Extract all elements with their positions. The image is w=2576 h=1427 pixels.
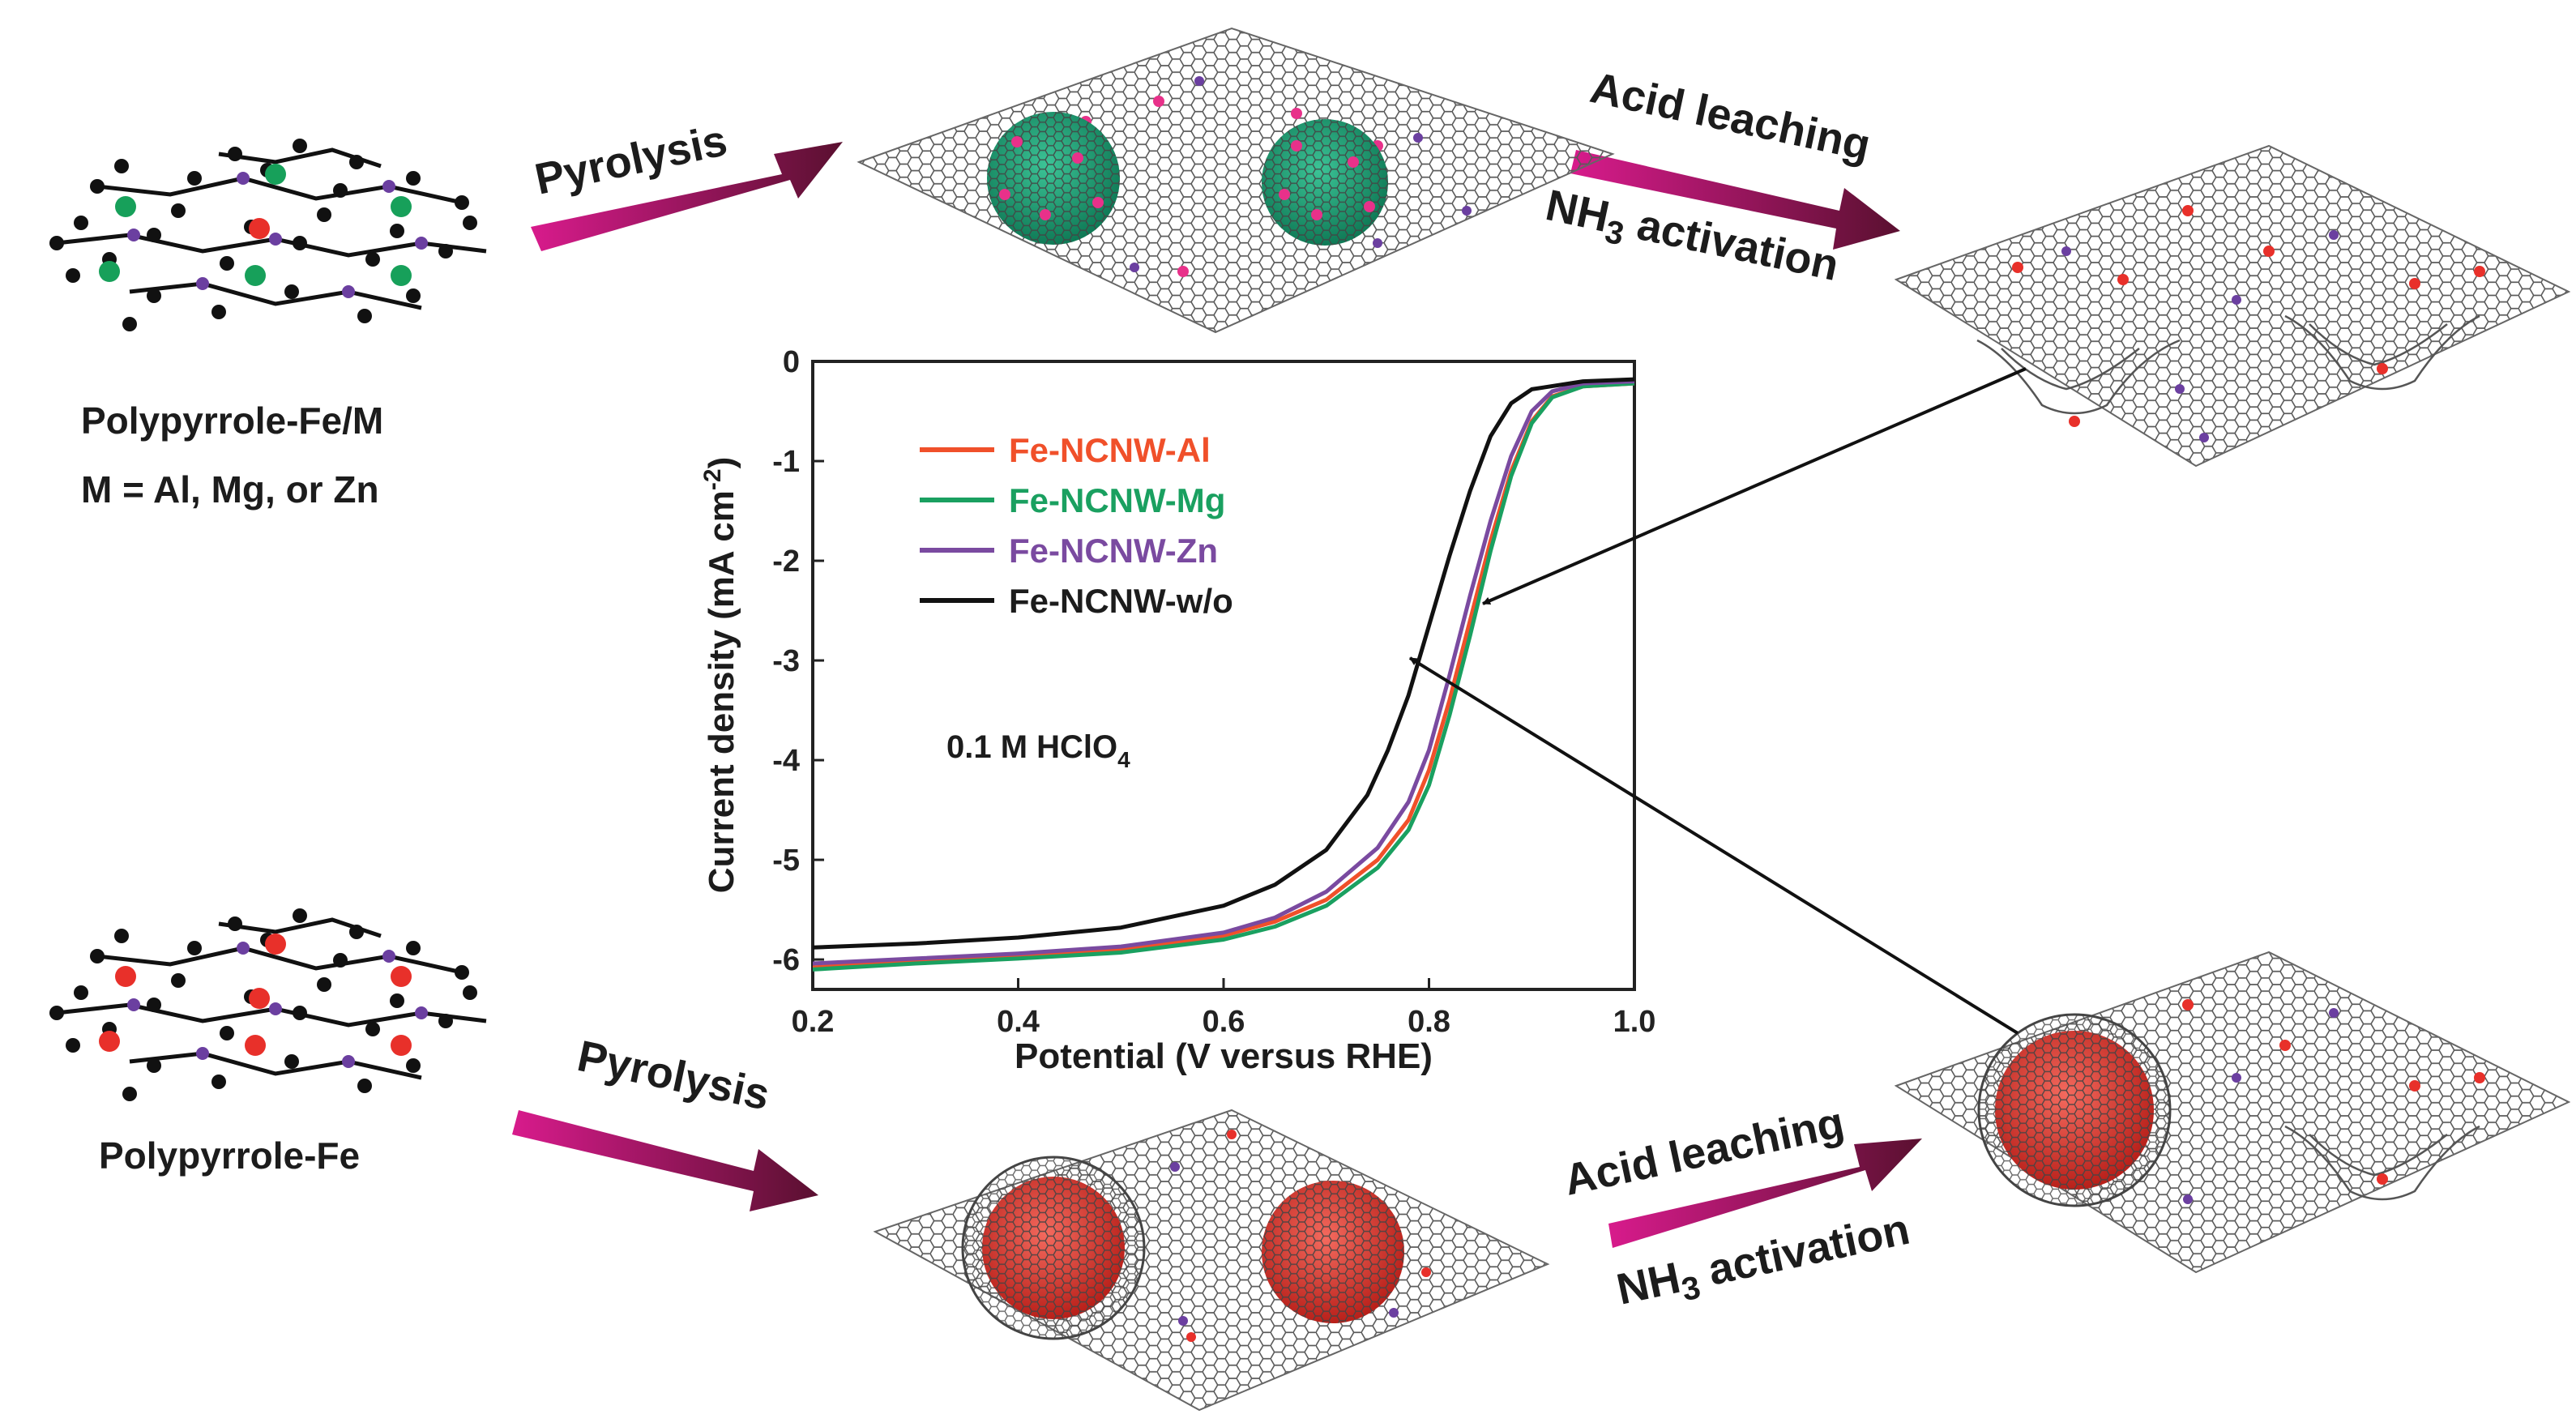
nh3-top-nh: NH <box>1542 181 1614 241</box>
polypyrrole-fe-structure <box>49 908 487 1101</box>
y-tick-label: -2 <box>772 545 800 579</box>
x-tick-label: 1.0 <box>1613 1005 1656 1039</box>
graphene-sheet-top-middle <box>857 27 1615 334</box>
pyrolysis-arrow-bottom <box>512 1110 818 1211</box>
pyrolysis-arrow-top <box>531 142 843 251</box>
plot-frame <box>811 360 1636 991</box>
y-tick-label: -1 <box>772 445 800 479</box>
polypyrrole-fe-m-structure <box>49 139 487 331</box>
x-tick-label: 0.6 <box>1203 1005 1245 1039</box>
y-tick-label: -4 <box>772 744 800 778</box>
nh3-bottom-activation: activation <box>1692 1205 1914 1297</box>
x-axis-ticks: 0.2 0.4 0.6 0.8 1.0 <box>792 978 1656 1039</box>
y-tick-label: -3 <box>772 644 800 678</box>
y-axis-label-superscript: -2 <box>699 468 726 490</box>
y-axis-ticks: 0 -1 -2 -3 -4 -5 -6 <box>772 345 824 977</box>
graphene-sheet-bottom-middle <box>873 1109 1550 1412</box>
series-line-fe-ncnw-mg <box>813 381 1634 972</box>
precursor-bottom-label: Polypyrrole-Fe <box>99 1134 360 1177</box>
chart-legend: Fe-NCNW-Al Fe-NCNW-Mg Fe-NCNW-Zn Fe-NCNW-w/… <box>920 431 1233 620</box>
acid-leaching-arrow-top <box>1570 150 1900 250</box>
acid-leaching-label-bottom: Acid leaching <box>1560 1098 1848 1205</box>
legend-label: Fe-NCNW-w/o <box>1009 582 1233 620</box>
pointer-arrow-top <box>1482 367 2027 605</box>
lsv-chart: 0 -1 -2 -3 -4 -5 -6 0.2 0.4 0.6 0.8 1.0 Fe-NCNW-Al… <box>699 345 1655 1076</box>
acid-leaching-label-top: Acid leaching <box>1587 63 1875 170</box>
series-line-fe-ncnw-zn <box>813 379 1634 966</box>
pyrolysis-label-top: Pyrolysis <box>531 116 731 204</box>
y-tick-label: -5 <box>772 844 800 878</box>
electrolyte-subscript: 4 <box>1117 747 1130 772</box>
pointer-arrow-bottom <box>1408 656 2019 1035</box>
series-line-fe-ncnw-w-o <box>813 377 1634 950</box>
precursor-top-label: Polypyrrole-Fe/M <box>81 399 383 442</box>
fe-carbide-cage-red-remaining <box>1977 1013 2172 1207</box>
y-tick-label: 0 <box>783 345 800 379</box>
graphene-sheet-top-right <box>1894 144 2571 468</box>
acid-leaching-arrow-bottom <box>1608 1139 1922 1248</box>
nh3-bottom-nh: NH <box>1613 1254 1685 1314</box>
fe-carbide-cage-red <box>1262 1181 1404 1323</box>
electrolyte-main: 0.1 M HClO <box>946 729 1117 765</box>
fe-carbide-cage-green-left <box>987 112 1120 245</box>
x-tick-label: 0.8 <box>1408 1005 1450 1039</box>
x-tick-label: 0.4 <box>997 1005 1040 1039</box>
legend-label: Fe-NCNW-Mg <box>1009 481 1225 519</box>
legend-label: Fe-NCNW-Al <box>1009 431 1211 469</box>
fe-carbide-cage-green-right <box>1262 119 1388 246</box>
y-tick-label: -6 <box>772 943 800 977</box>
y-axis-label-main: Current density (mA cm <box>702 490 741 893</box>
precursor-top-sublabel: M = Al, Mg, or Zn <box>81 468 379 511</box>
x-tick-label: 0.2 <box>792 1005 835 1039</box>
graphene-sheet-bottom-right <box>1894 951 2571 1274</box>
y-axis-label-close: ) <box>702 457 741 469</box>
y-axis-label: Current density (mA cm-2) <box>699 457 741 893</box>
legend-label: Fe-NCNW-Zn <box>1009 532 1218 570</box>
x-axis-label: Potential (V versus RHE) <box>1015 1036 1433 1076</box>
fe-carbide-cage-red-encapsulated <box>961 1156 1146 1340</box>
series-lines <box>813 377 1634 972</box>
electrolyte-annotation: 0.1 M HClO4 <box>946 729 1130 772</box>
pyrolysis-label-bottom: Pyrolysis <box>574 1032 774 1120</box>
